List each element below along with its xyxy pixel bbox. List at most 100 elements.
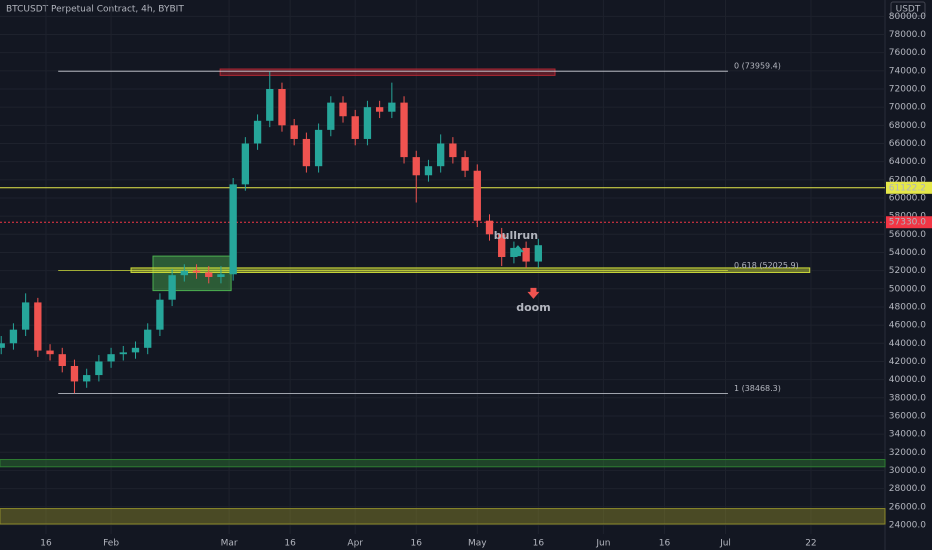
y-tick-label: 54000.0 [889,248,926,258]
candle-body [375,107,384,112]
candle-body [192,270,201,273]
annotation: doom [516,301,550,314]
fib-label: 1 (38468.3) [734,384,781,393]
y-tick-label: 74000.0 [889,66,926,76]
candle-body [485,220,494,235]
y-tick-label: 50000.0 [889,284,926,294]
x-tick-label: 16 [40,539,52,549]
y-tick-label: 52000.0 [889,266,926,276]
candle-body [107,354,115,362]
price-tag [886,181,932,194]
x-tick-label: 16 [659,539,671,549]
candle-body [266,89,274,121]
price-tag-label: 61122.2 [889,183,926,193]
currency: USDT [896,5,921,15]
candle-body [0,343,5,348]
candle-body [46,350,54,355]
candle-body [131,347,140,353]
candle-body [339,102,347,117]
y-tick-label: 80000.0 [889,12,926,22]
price-tag [886,216,932,229]
candle-body [253,120,262,144]
candle-body [241,143,250,185]
candle-body [180,270,188,276]
candle-body [510,247,518,258]
y-tick-label: 36000.0 [889,411,926,421]
y-tick-label: 62000.0 [889,175,926,185]
candle-body [363,107,372,139]
y-tick-label: 78000.0 [889,30,926,40]
candle-body [144,329,152,348]
candle-body [95,361,103,376]
x-tick-label: May [468,539,487,549]
candle-body [83,375,91,382]
candle-body [473,170,481,221]
currency-box [890,1,926,17]
y-tick-label: 28000.0 [889,484,926,494]
annotation: bullrun [494,229,538,242]
candle-body [302,138,311,167]
candle-body [290,125,298,139]
y-tick-label: 72000.0 [889,85,926,95]
y-tick-label: 40000.0 [889,375,926,385]
arrow-down [527,287,540,299]
y-tick-label: 32000.0 [889,448,926,458]
x-tick-label: Apr [347,539,363,549]
x-tick-label: Mar [221,539,238,549]
candle-body [461,157,469,171]
y-tick-label: 30000.0 [889,466,926,476]
candle-body [351,116,359,139]
y-tick-label: 38000.0 [889,393,926,403]
y-tick-label: 70000.0 [889,103,926,113]
y-tick-label: 64000.0 [889,157,926,167]
candle-body [314,129,323,167]
y-tick-label: 66000.0 [889,139,926,149]
y-tick-label: 34000.0 [889,430,926,440]
candle-body [522,247,530,262]
candle-body [449,143,457,158]
y-tick-label: 56000.0 [889,230,926,240]
candle-body [70,365,79,382]
zone [0,508,886,525]
x-tick-label: 16 [411,539,423,549]
y-tick-label: 60000.0 [889,193,926,203]
candle-body [119,352,127,355]
x-tick-label: 22 [805,539,816,549]
candle-body [278,89,286,126]
fib-label: 0 (73959.4) [734,62,781,71]
candle-body [58,354,66,366]
candle-body [388,102,396,112]
x-tick-label: 16 [533,539,545,549]
zone [0,459,886,468]
candle-body [9,329,18,344]
price-tag-label: 57330.0 [889,218,926,228]
candle-body [498,234,506,258]
candle-body [21,302,30,330]
y-tick-label: 68000.0 [889,121,926,131]
x-tick-label: 16 [284,539,296,549]
x-tick-label: Jul [719,539,731,549]
candle-body [327,102,335,130]
y-tick-label: 76000.0 [889,48,926,58]
fib-label: 0.618 (52025.9) [734,261,799,270]
zone [152,255,232,292]
candle-body [156,299,164,330]
y-tick-label: 42000.0 [889,357,926,367]
candle-body [34,302,42,351]
candle-body [217,274,225,277]
zone [219,68,556,76]
y-tick-label: 48000.0 [889,302,926,312]
candle-body [412,157,420,176]
y-tick-label: 46000.0 [889,321,926,331]
candle-body [534,245,542,262]
candle-body [400,102,408,158]
x-tick-label: Feb [103,539,119,549]
candle-body [437,143,445,167]
y-tick-label: 44000.0 [889,339,926,349]
candle-body [168,275,176,300]
candle-body [229,184,237,275]
candle-body [424,166,433,176]
y-tick-label: 26000.0 [889,502,926,512]
candle-body [205,272,213,277]
